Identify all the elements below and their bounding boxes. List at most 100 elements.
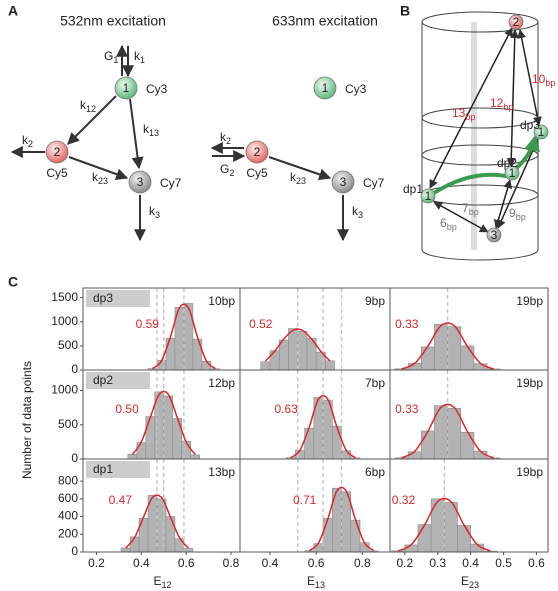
y-tick-label: 1000 <box>51 314 78 328</box>
histogram-bar <box>460 431 475 460</box>
histogram-bar <box>313 543 324 553</box>
rate-label-sub: 2 <box>229 168 234 178</box>
dye-name: Cy5 <box>246 166 268 180</box>
y-tick-label: 800 <box>58 473 78 487</box>
rate-label: G1 <box>104 49 118 65</box>
distance-label: 19bp <box>516 376 543 390</box>
dye-node-label: 2 <box>254 145 261 159</box>
rate-label-sub: 3 <box>155 210 160 220</box>
dye-name: Cy7 <box>363 176 385 190</box>
distance-label-sub: bp <box>469 207 479 217</box>
distance-label: 12bp <box>490 96 513 112</box>
dye-node-label: 1 <box>425 189 432 203</box>
rate-label-sub: 1 <box>113 55 118 65</box>
rate-label-sub: 1 <box>140 55 145 65</box>
rate-label: k13 <box>143 122 159 138</box>
distance-label: 9bp <box>509 206 526 222</box>
distance-label-sub: bp <box>516 212 526 222</box>
fit-curve <box>264 328 331 362</box>
rate-label: G2 <box>220 162 234 178</box>
rate-label: k12 <box>80 98 96 114</box>
distance-label-base: 10 <box>532 72 546 86</box>
x-tick-label: 0.4 <box>462 556 479 570</box>
rate-label-base: k <box>149 204 156 218</box>
x-tick-label: 0.6 <box>308 556 325 570</box>
histogram-bar <box>288 328 298 371</box>
position-label: dp2 <box>497 156 517 170</box>
x-tick-label: 0.6 <box>178 556 195 570</box>
panel-label: C <box>8 274 18 290</box>
distance-label-base: 12 <box>490 96 504 110</box>
dye-node <box>313 76 337 100</box>
distance-label: 10bp <box>208 294 235 308</box>
fit-curve <box>290 394 356 459</box>
histogram-bar <box>165 516 176 553</box>
histogram-bar <box>156 498 167 553</box>
distance-label: 10bp <box>532 72 555 88</box>
row-tab <box>86 290 150 307</box>
histogram-bar <box>304 427 315 460</box>
rate-label-base: k <box>22 133 29 147</box>
row-label: dp2 <box>93 373 113 387</box>
x-tick-label: 0.6 <box>528 556 545 570</box>
x-axis-title: E12 <box>154 574 172 590</box>
y-tick-label: 500 <box>58 417 78 431</box>
dye-node-label: 1 <box>538 125 545 139</box>
dye-name: Cy3 <box>345 82 367 96</box>
rate-label: k23 <box>290 170 306 186</box>
rate-label-sub: 23 <box>98 176 108 186</box>
position-label: dp3 <box>520 118 540 132</box>
y-axis-title: Number of data points <box>20 361 34 479</box>
histogram-bar <box>183 548 194 553</box>
dye-node <box>331 170 355 194</box>
rate-label: k1 <box>134 49 145 65</box>
rate-label: k23 <box>92 170 108 186</box>
distance-label-sub: bp <box>545 78 555 88</box>
position-label: dp1 <box>403 182 423 196</box>
row-tab <box>86 461 150 478</box>
row-tab <box>86 372 150 389</box>
distance-label-base: 9 <box>509 206 516 220</box>
histogram-bar <box>181 440 191 460</box>
dye-name: Cy7 <box>160 176 182 190</box>
histogram-bar <box>278 339 289 371</box>
histogram-bar <box>136 442 147 460</box>
fit-curve <box>125 494 189 549</box>
distance-label: 7bp <box>462 201 479 217</box>
rate-label-sub: 3 <box>358 210 363 220</box>
rate-label: k3 <box>352 204 363 220</box>
fit-curve <box>397 497 491 552</box>
dye-node-label: 2 <box>513 15 520 29</box>
row-label: dp1 <box>93 462 113 476</box>
x-tick-label: 0.3 <box>429 556 446 570</box>
dye-node <box>508 14 524 30</box>
histogram-bar <box>120 547 131 553</box>
dye-node <box>45 140 69 164</box>
histogram-bar <box>457 525 471 553</box>
histogram-bar <box>417 524 432 553</box>
histogram-bar <box>174 538 185 553</box>
distance-label: 12bp <box>208 376 235 390</box>
distance-label: 7bp <box>365 376 385 390</box>
peak-label: 0.33 <box>395 402 419 416</box>
x-axis-title-sub: 12 <box>162 580 172 590</box>
y-tick-label: 0 <box>71 451 78 465</box>
x-tick-label: 0.8 <box>354 556 371 570</box>
rate-label-base: k <box>352 204 359 218</box>
histogram-bar <box>129 536 140 553</box>
peak-label: 0.63 <box>274 402 298 416</box>
rate-label-base: k <box>92 170 99 184</box>
histogram-bar <box>192 338 203 371</box>
y-tick-label: 0 <box>71 544 78 558</box>
histogram-bar <box>341 450 352 460</box>
distance-label: 13bp <box>452 106 475 122</box>
fit-curve <box>401 322 494 370</box>
panel-label: A <box>8 3 18 19</box>
dye-node <box>114 76 138 100</box>
x-axis-title: E23 <box>461 574 479 590</box>
y-tick-label: 500 <box>58 338 78 352</box>
dye-name: Cy3 <box>146 82 168 96</box>
dye-node <box>128 170 152 194</box>
